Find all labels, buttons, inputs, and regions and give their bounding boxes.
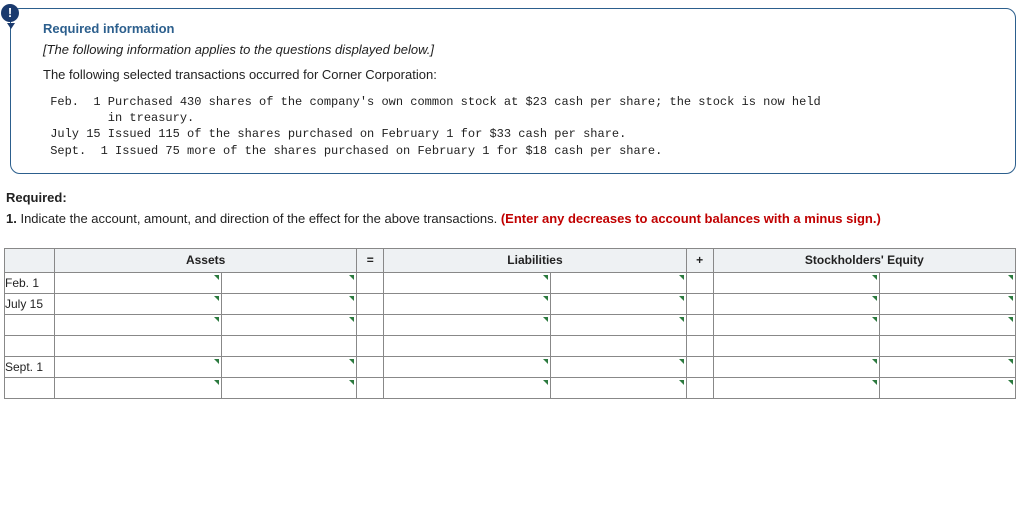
op-cell: [357, 272, 384, 293]
header-blank: [5, 248, 55, 272]
se-amount-input[interactable]: [880, 293, 1016, 314]
assets-account-input[interactable]: [55, 377, 222, 398]
required-label: Required:: [6, 190, 1016, 205]
info-icon: !: [1, 4, 19, 22]
se-account-input[interactable]: [713, 272, 880, 293]
se-amount-input[interactable]: [880, 272, 1016, 293]
date-cell: July 15: [5, 293, 55, 314]
op-cell: [357, 293, 384, 314]
info-icon-tail: [7, 23, 15, 29]
liab-account-input[interactable]: [384, 272, 551, 293]
se-amount-input[interactable]: [880, 377, 1016, 398]
liab-amount-input[interactable]: [551, 356, 687, 377]
spacer-row: [5, 335, 1016, 356]
liab-amount-input[interactable]: [551, 314, 687, 335]
table-row: [5, 314, 1016, 335]
assets-account-input[interactable]: [55, 272, 222, 293]
instruction-line: 1. Indicate the account, amount, and dir…: [6, 211, 1016, 226]
op-cell: [686, 377, 713, 398]
se-account-input[interactable]: [713, 356, 880, 377]
op-cell: [686, 314, 713, 335]
info-note: [The following information applies to th…: [43, 42, 997, 57]
op-cell: [357, 356, 384, 377]
header-equals: =: [357, 248, 384, 272]
header-liabilities: Liabilities: [384, 248, 686, 272]
assets-amount-input[interactable]: [221, 314, 357, 335]
header-stockholders-equity: Stockholders' Equity: [713, 248, 1015, 272]
info-intro: The following selected transactions occu…: [43, 67, 997, 82]
assets-amount-input[interactable]: [221, 293, 357, 314]
se-account-input[interactable]: [713, 314, 880, 335]
assets-amount-input[interactable]: [221, 377, 357, 398]
liab-account-input[interactable]: [384, 314, 551, 335]
table-header-row: Assets = Liabilities + Stockholders' Equ…: [5, 248, 1016, 272]
se-amount-input[interactable]: [880, 314, 1016, 335]
instruction-text: Indicate the account, amount, and direct…: [20, 211, 500, 226]
table-row: July 15: [5, 293, 1016, 314]
op-cell: [357, 314, 384, 335]
header-plus: +: [686, 248, 713, 272]
table-row: [5, 377, 1016, 398]
info-box: ! Required information [The following in…: [10, 8, 1016, 174]
date-cell: Sept. 1: [5, 356, 55, 377]
liab-account-input[interactable]: [384, 377, 551, 398]
assets-account-input[interactable]: [55, 356, 222, 377]
table-row: Feb. 1: [5, 272, 1016, 293]
se-account-input[interactable]: [713, 293, 880, 314]
table-row: Sept. 1: [5, 356, 1016, 377]
instruction-hint: (Enter any decreases to account balances…: [501, 211, 881, 226]
instruction-number: 1.: [6, 211, 17, 226]
assets-account-input[interactable]: [55, 314, 222, 335]
assets-amount-input[interactable]: [221, 272, 357, 293]
se-amount-input[interactable]: [880, 356, 1016, 377]
info-heading: Required information: [43, 21, 997, 36]
date-cell: Feb. 1: [5, 272, 55, 293]
op-cell: [357, 377, 384, 398]
op-cell: [686, 272, 713, 293]
liab-account-input[interactable]: [384, 356, 551, 377]
liab-amount-input[interactable]: [551, 272, 687, 293]
liab-account-input[interactable]: [384, 293, 551, 314]
date-cell: [5, 314, 55, 335]
transaction-list: Feb. 1 Purchased 430 shares of the compa…: [43, 94, 997, 159]
se-account-input[interactable]: [713, 377, 880, 398]
header-assets: Assets: [55, 248, 357, 272]
date-cell: [5, 377, 55, 398]
liab-amount-input[interactable]: [551, 377, 687, 398]
op-cell: [686, 356, 713, 377]
liab-amount-input[interactable]: [551, 293, 687, 314]
assets-amount-input[interactable]: [221, 356, 357, 377]
op-cell: [686, 293, 713, 314]
assets-account-input[interactable]: [55, 293, 222, 314]
equation-table: Assets = Liabilities + Stockholders' Equ…: [4, 248, 1016, 399]
